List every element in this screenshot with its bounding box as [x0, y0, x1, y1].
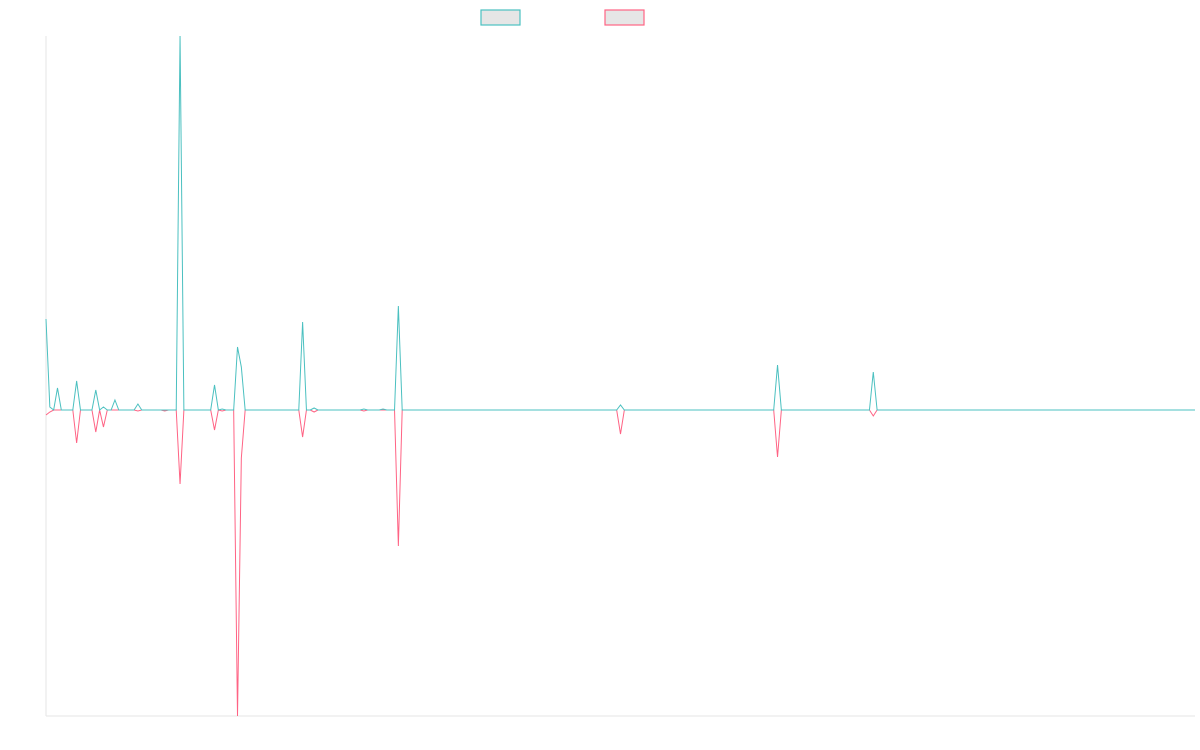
legend-item-series-2[interactable]: [604, 9, 645, 26]
legend-item-series-1[interactable]: [480, 9, 521, 26]
series-1-line: [45, 35, 1195, 411]
series-2-line: [45, 409, 1195, 717]
legend: [480, 9, 645, 26]
plot-area: [45, 35, 1195, 717]
